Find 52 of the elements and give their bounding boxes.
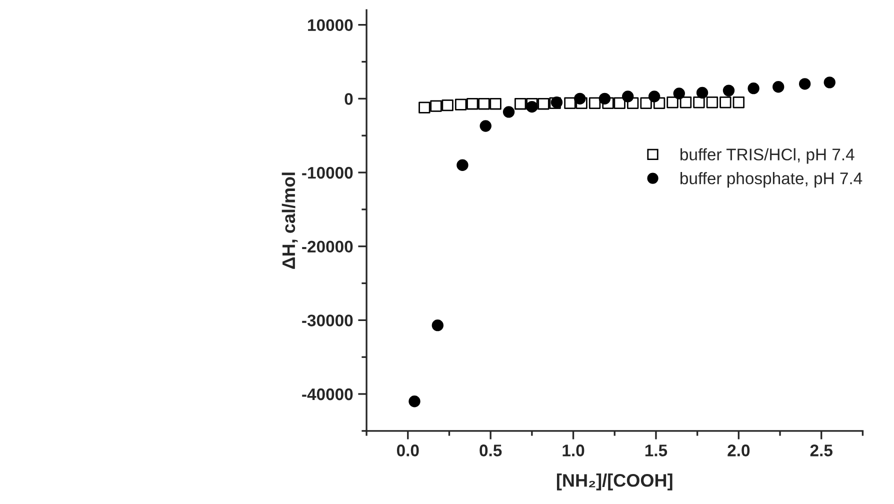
point xyxy=(673,88,685,100)
point xyxy=(720,96,732,108)
point xyxy=(614,97,626,109)
point xyxy=(418,102,430,114)
x-tick-label: 1.0 xyxy=(562,444,584,456)
y-tick-label: -40000 xyxy=(302,388,353,400)
point xyxy=(640,97,652,109)
point xyxy=(706,96,718,108)
point xyxy=(466,98,478,110)
point xyxy=(538,98,550,110)
x-axis-title: [NH₂]/[COOH] xyxy=(556,474,672,490)
point xyxy=(478,98,490,110)
y-tick-label: -20000 xyxy=(302,240,353,253)
x-tick-label: 1.5 xyxy=(645,444,668,456)
point xyxy=(456,159,468,171)
point xyxy=(772,81,784,93)
point xyxy=(666,96,678,108)
point xyxy=(480,120,492,132)
point xyxy=(408,396,420,408)
y-tick-label: 0 xyxy=(344,93,353,105)
point xyxy=(648,90,660,102)
point xyxy=(622,90,634,102)
y-tick-label: -10000 xyxy=(302,166,353,179)
x-tick-label: 2.0 xyxy=(728,444,750,456)
point xyxy=(748,82,760,94)
point xyxy=(722,84,735,96)
point xyxy=(680,96,692,108)
point xyxy=(693,96,705,108)
point xyxy=(696,86,708,99)
point xyxy=(514,98,526,110)
y-tick-label: 10000 xyxy=(308,19,353,32)
point xyxy=(432,319,444,332)
point xyxy=(598,92,611,105)
y-tick-label: -30000 xyxy=(302,314,353,326)
point xyxy=(454,98,467,110)
x-tick-label: 0.0 xyxy=(396,444,419,456)
point xyxy=(824,76,836,88)
point xyxy=(526,100,538,113)
point xyxy=(574,92,586,105)
x-tick-label: 0.5 xyxy=(480,444,502,456)
point xyxy=(798,78,811,90)
point xyxy=(430,100,442,112)
point xyxy=(564,97,576,109)
legend-label: buffer phosphate, pH 7.4 xyxy=(680,172,862,188)
x-tick-label: 2.5 xyxy=(810,444,832,456)
point xyxy=(502,106,515,118)
point xyxy=(588,97,601,109)
point xyxy=(442,99,454,112)
legend-label: buffer TRIS/HCl, pH 7.4 xyxy=(680,148,854,164)
point xyxy=(490,98,502,110)
y-axis-title: ΔH, cal/mol xyxy=(282,172,298,269)
point xyxy=(732,96,745,108)
